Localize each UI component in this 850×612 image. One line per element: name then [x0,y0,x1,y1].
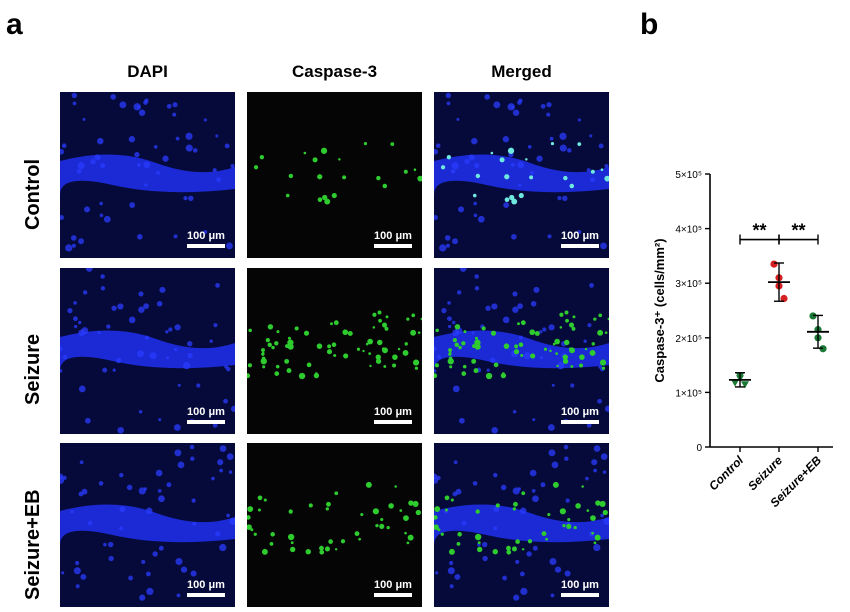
scale-bar-line [561,244,599,248]
scale-bar-line [187,593,225,597]
scale-bar: 100 μm [187,579,225,597]
scale-bar-line [374,420,412,424]
micrograph-seizure-dapi: 100 μm [60,268,235,434]
scale-bar-label: 100 μm [374,230,412,242]
micrograph-control-caspase3: 100 μm [247,92,422,258]
column-header-caspase3: Caspase-3 [291,62,378,81]
scale-bar-label: 100 μm [374,406,412,418]
column-header-dapi: DAPI [127,62,168,81]
y-tick-label: 4×10⁵ [675,225,702,236]
scale-bar-label: 100 μm [561,406,599,418]
data-point [780,294,788,303]
scale-bar-label: 100 μm [187,230,225,242]
micrograph-seizure-eb-dapi: 100 μm [60,443,235,607]
significance-label: ** [791,221,805,241]
panel-a-letter: a [6,8,23,41]
row-label-seizure: Seizure [22,333,44,405]
scale-bar: 100 μm [374,579,412,597]
scale-bar: 100 μm [374,230,412,248]
scale-bar: 100 μm [561,230,599,248]
significance-label: ** [752,221,766,241]
x-tick-label: Control [706,453,747,494]
y-tick-label: 0 [696,443,702,454]
data-point [731,379,739,387]
scale-bar-label: 100 μm [374,579,412,591]
micrograph-seizure-merged: 100 μm [434,268,609,434]
data-point [741,381,749,389]
scale-bar: 100 μm [187,230,225,248]
y-tick-label: 5×10⁵ [675,170,702,181]
scale-bar-label: 100 μm [187,579,225,591]
row-label-control: Control [22,158,44,230]
scale-bar-line [561,420,599,424]
micrograph-seizure-caspase3: 100 μm [247,268,422,434]
scale-bar-label: 100 μm [561,579,599,591]
micrograph-seizure-eb-merged: 100 μm [434,443,609,607]
y-tick-label: 2×10⁵ [675,334,702,345]
scale-bar-line [187,244,225,248]
caspase3-scatter-chart: 01×10⁵2×10⁵3×10⁵4×10⁵5×10⁵ControlSeizure… [652,170,833,510]
scale-bar-line [187,420,225,424]
data-point [770,260,778,268]
scale-bar: 100 μm [561,406,599,424]
scale-bar-line [561,593,599,597]
row-label-seizure-eb: Seizure+EB [22,489,44,600]
y-tick-label: 3×10⁵ [675,279,702,290]
micrograph-control-merged: 100 μm [434,92,609,258]
scale-bar-line [374,593,412,597]
scale-bar-line [374,244,412,248]
scale-bar: 100 μm [374,406,412,424]
micrograph-control-dapi: 100 μm [60,92,235,258]
scale-bar-label: 100 μm [561,230,599,242]
y-tick-label: 1×10⁵ [675,388,702,399]
column-header-merged: Merged [491,62,552,81]
scale-bar: 100 μm [187,406,225,424]
micrograph-seizure-eb-caspase3: 100 μm [247,443,422,607]
scale-bar-label: 100 μm [187,406,225,418]
scale-bar: 100 μm [561,579,599,597]
y-axis-label: Caspase-3⁺ (cells/mm²) [652,238,667,382]
panel-b-letter: b [640,8,659,41]
